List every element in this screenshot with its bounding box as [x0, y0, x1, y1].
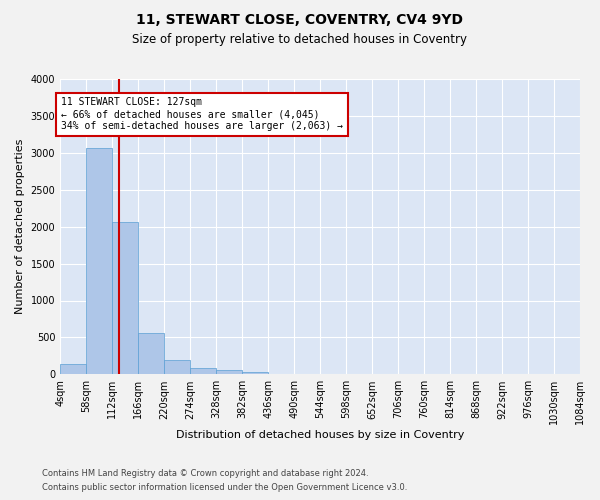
Bar	[164, 360, 190, 374]
Bar	[190, 368, 216, 374]
Text: 11 STEWART CLOSE: 127sqm
← 66% of detached houses are smaller (4,045)
34% of sem: 11 STEWART CLOSE: 127sqm ← 66% of detach…	[61, 98, 343, 130]
Text: Contains public sector information licensed under the Open Government Licence v3: Contains public sector information licen…	[42, 484, 407, 492]
Bar	[86, 148, 112, 374]
X-axis label: Distribution of detached houses by size in Coventry: Distribution of detached houses by size …	[176, 430, 464, 440]
Text: 11, STEWART CLOSE, COVENTRY, CV4 9YD: 11, STEWART CLOSE, COVENTRY, CV4 9YD	[137, 12, 464, 26]
Bar	[138, 333, 164, 374]
Y-axis label: Number of detached properties: Number of detached properties	[15, 139, 25, 314]
Bar	[216, 370, 242, 374]
Bar	[60, 364, 86, 374]
Text: Size of property relative to detached houses in Coventry: Size of property relative to detached ho…	[133, 32, 467, 46]
Bar	[242, 372, 268, 374]
Text: Contains HM Land Registry data © Crown copyright and database right 2024.: Contains HM Land Registry data © Crown c…	[42, 468, 368, 477]
Bar	[112, 222, 138, 374]
